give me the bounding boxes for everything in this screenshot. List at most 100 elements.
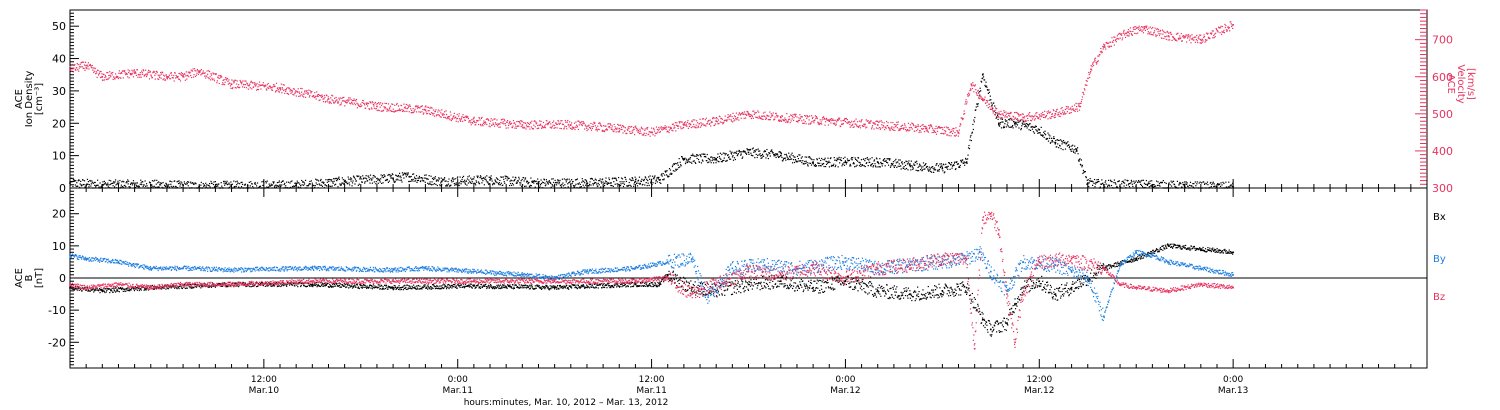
density-point — [562, 185, 564, 187]
velocity-point — [764, 118, 767, 120]
velocity-point — [618, 130, 621, 132]
density-point — [1155, 180, 1158, 182]
velocity-point — [665, 127, 667, 129]
velocity-point — [379, 103, 381, 105]
density-point — [1116, 185, 1118, 188]
density-point — [745, 152, 747, 154]
density-point — [776, 153, 778, 155]
velocity-point — [1025, 119, 1027, 121]
velocity-point — [126, 72, 128, 75]
velocity-point — [380, 102, 382, 104]
velocity-point — [1020, 114, 1022, 116]
velocity-point — [129, 70, 131, 72]
density-point — [1142, 179, 1145, 181]
density-point — [649, 178, 651, 180]
velocity-point — [1063, 112, 1065, 114]
density-point — [1017, 119, 1019, 121]
density-point — [894, 160, 896, 162]
velocity-point — [998, 113, 1000, 115]
density-point — [485, 178, 487, 180]
velocity-point — [833, 123, 835, 125]
density-point — [1117, 180, 1119, 183]
velocity-point — [560, 127, 563, 130]
velocity-point — [667, 130, 669, 132]
density-point — [499, 184, 501, 186]
density-point — [873, 159, 876, 161]
velocity-point — [751, 114, 753, 117]
density-point — [140, 182, 142, 184]
density-point — [710, 162, 712, 164]
density-point — [350, 177, 352, 179]
density-point — [326, 181, 328, 183]
density-point — [133, 182, 135, 184]
density-point — [1075, 148, 1078, 150]
velocity-point — [859, 124, 861, 127]
velocity-point — [596, 128, 598, 131]
velocity-point — [700, 122, 702, 124]
velocity-point — [1076, 105, 1078, 108]
density-point — [874, 165, 877, 167]
density-point — [1021, 122, 1023, 124]
velocity-point — [646, 127, 648, 129]
density-point — [596, 183, 598, 185]
density-point — [190, 181, 192, 183]
density-point — [929, 169, 931, 171]
velocity-point — [743, 117, 745, 119]
velocity-point — [611, 127, 613, 129]
velocity-point — [728, 118, 730, 120]
velocity-point — [626, 132, 628, 135]
density-point — [740, 153, 742, 155]
velocity-tick-label: 300 — [1432, 182, 1453, 195]
velocity-point — [681, 121, 683, 123]
velocity-point — [909, 129, 911, 131]
velocity-point — [163, 78, 165, 80]
velocity-point — [851, 120, 853, 122]
density-point — [834, 165, 836, 168]
density-point — [1026, 123, 1028, 125]
density-point — [586, 182, 589, 184]
velocity-point — [156, 71, 158, 74]
velocity-point — [986, 101, 989, 103]
density-point — [1082, 172, 1084, 175]
density-point — [122, 186, 124, 188]
density-point — [80, 184, 82, 186]
density-point — [541, 181, 544, 183]
velocity-point — [1147, 33, 1149, 35]
velocity-point — [755, 111, 757, 114]
velocity-point — [323, 98, 325, 100]
density-point — [962, 159, 964, 161]
density-point — [609, 182, 611, 184]
density-point — [340, 184, 342, 186]
velocity-point — [937, 126, 940, 128]
velocity-point — [276, 87, 279, 90]
velocity-point — [641, 134, 643, 136]
velocity-point — [956, 130, 958, 132]
density-point — [567, 186, 569, 188]
velocity-point — [882, 124, 884, 127]
velocity-point — [314, 92, 316, 94]
velocity-point — [1138, 28, 1140, 30]
velocity-point — [934, 131, 937, 134]
density-point — [1104, 186, 1106, 188]
density-point — [753, 150, 755, 152]
velocity-point — [1000, 116, 1003, 119]
density-point — [355, 180, 358, 182]
density-point — [798, 160, 800, 162]
velocity-point — [1127, 35, 1129, 37]
velocity-point — [467, 117, 469, 120]
velocity-point — [1205, 32, 1208, 34]
density-point — [912, 168, 914, 171]
velocity-point — [435, 109, 437, 111]
density-point — [836, 160, 838, 162]
velocity-point — [1127, 31, 1129, 34]
velocity-point — [818, 124, 820, 126]
velocity-point — [512, 119, 515, 122]
velocity-point — [834, 119, 836, 121]
density-point — [623, 183, 626, 185]
density-point — [661, 173, 663, 175]
velocity-point — [478, 117, 481, 119]
density-point — [755, 149, 757, 151]
velocity-point — [777, 120, 780, 122]
density-point — [173, 185, 175, 188]
velocity-point — [89, 64, 91, 66]
